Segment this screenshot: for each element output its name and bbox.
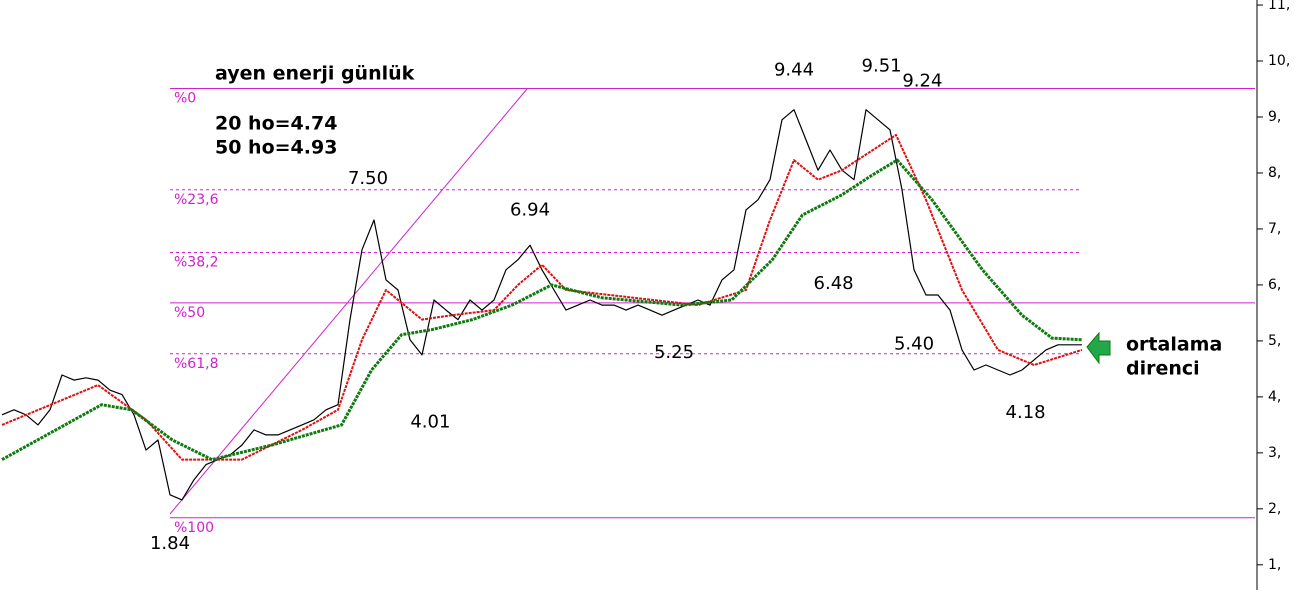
note: 50 ho=4.93 [215,137,337,159]
fib-label: %61,8 [174,356,218,372]
y-tick-label: 8, [1268,165,1281,181]
y-tick-label: 1, [1268,557,1281,573]
y-tick-label: 9, [1268,109,1281,125]
price-annotation: 9.24 [902,71,942,92]
callout-text: ortalama [1126,334,1222,356]
price-annotation: 9.51 [862,55,902,76]
price-annotation: 6.94 [510,199,550,220]
price-annotation: 7.50 [348,168,388,189]
price-line [1,133,1083,461]
price-annotation: 5.25 [654,342,694,363]
price-annotation: 4.01 [410,411,450,432]
price-annotation: 9.44 [774,59,814,80]
fib-label: %50 [174,305,205,321]
callout-text: direnci [1126,358,1200,380]
price-line [1,158,1083,462]
y-tick-label: 5, [1268,333,1281,349]
price-annotation: 6.48 [814,273,854,294]
y-tick-label: 3, [1268,445,1281,461]
y-tick-label: 10, [1268,53,1290,69]
price-line [1,109,1082,501]
price-annotation: 5.40 [894,334,934,355]
trend-line [169,88,528,515]
arrow-icon [1086,331,1111,365]
fib-label: %23,6 [174,192,219,208]
y-tick-label: 4, [1268,389,1281,405]
note: 20 ho=4.74 [215,113,337,135]
fib-label: %0 [174,90,196,106]
fib-label: %38,2 [174,254,218,270]
chart-title: ayen enerji günlük [215,63,415,85]
y-tick-label: 2, [1268,501,1281,517]
y-tick-label: 11, [1268,0,1290,13]
fib-label: %100 [174,520,214,536]
price-annotation: 4.18 [1006,402,1046,423]
y-tick-label: 7, [1268,221,1281,237]
price-annotation: 1.84 [150,533,190,554]
y-tick-label: 6, [1268,277,1281,293]
